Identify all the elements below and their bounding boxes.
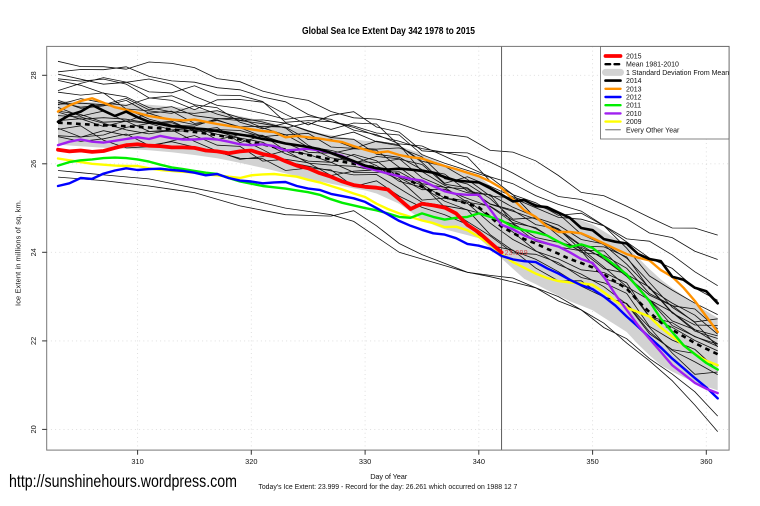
svg-text:20: 20 (29, 425, 38, 433)
svg-text:http://sunshinehours.wordpress: http://sunshinehours.wordpress.com (9, 471, 237, 491)
svg-text:23.999: 23.999 (505, 250, 528, 257)
svg-text:350: 350 (586, 457, 598, 466)
svg-text:22: 22 (29, 337, 38, 345)
svg-text:Day of Year: Day of Year (370, 472, 408, 481)
svg-text:Every Other Year: Every Other Year (626, 127, 680, 134)
svg-text:26: 26 (29, 160, 38, 168)
svg-text:2011: 2011 (626, 103, 641, 110)
svg-text:Mean 1981-2010: Mean 1981-2010 (626, 62, 679, 69)
svg-text:2013: 2013 (626, 86, 642, 93)
svg-text:2012: 2012 (626, 95, 642, 102)
svg-text:Global Sea Ice Extent Day 342: Global Sea Ice Extent Day 342 1978 to 20… (302, 26, 475, 37)
svg-text:Ice Extent in millions of sq.: Ice Extent in millions of sq. km. (14, 200, 23, 306)
svg-text:2009: 2009 (626, 119, 642, 126)
svg-text:2014: 2014 (626, 78, 642, 85)
svg-text:2010: 2010 (626, 111, 642, 118)
svg-text:24: 24 (29, 248, 38, 256)
svg-text:360: 360 (700, 457, 712, 466)
svg-text:340: 340 (473, 457, 485, 466)
svg-text:28: 28 (29, 71, 38, 79)
svg-text:310: 310 (131, 457, 143, 466)
svg-text:330: 330 (359, 457, 371, 466)
svg-text:320: 320 (245, 457, 257, 466)
svg-text:2015: 2015 (626, 54, 642, 61)
svg-text:Today's Ice Extent: 23.999 -: Today's Ice Extent: 23.999 - Record for … (258, 484, 517, 491)
svg-text:1 Standard Deviation From Mean: 1 Standard Deviation From Mean (626, 70, 729, 77)
